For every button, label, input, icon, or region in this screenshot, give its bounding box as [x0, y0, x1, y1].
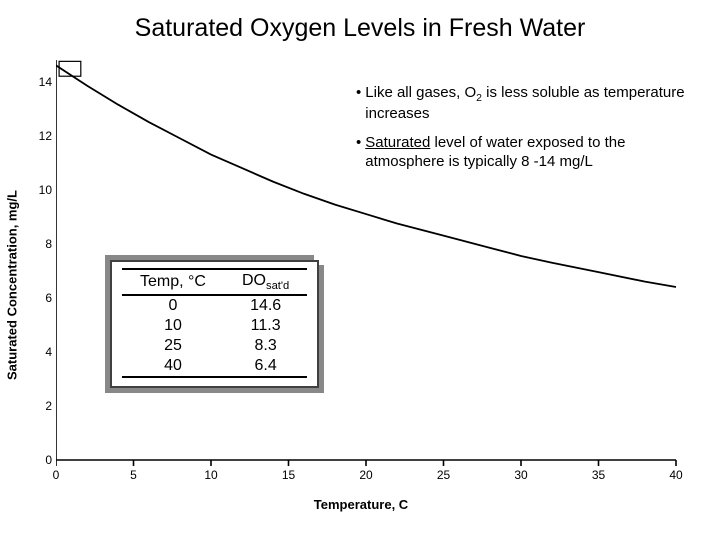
table-row: 1011.3 — [122, 316, 307, 336]
x-tick-label: 5 — [130, 468, 137, 482]
x-axis-label: Temperature, C — [314, 497, 408, 512]
cell-temp: 40 — [122, 356, 224, 377]
cell-temp: 25 — [122, 336, 224, 356]
x-tick-label: 25 — [437, 468, 450, 482]
bullet-item: •Like all gases, O2 is less soluble as t… — [356, 84, 700, 124]
x-tick-label: 40 — [669, 468, 682, 482]
y-tick-label: 10 — [39, 183, 52, 197]
table-row: 406.4 — [122, 356, 307, 377]
table-row: 258.3 — [122, 336, 307, 356]
cell-do: 6.4 — [224, 356, 307, 377]
bullet-item: •Saturated level of water exposed to the… — [356, 134, 700, 172]
col-temp-header: Temp, °C — [122, 269, 224, 295]
bullet-text: Like all gases, O2 is less soluble as te… — [365, 84, 700, 124]
data-table: Temp, °C DOsat'd 014.61011.3258.3406.4 — [110, 260, 319, 388]
bullet-text: Saturated level of water exposed to the … — [365, 134, 700, 172]
cell-temp: 10 — [122, 316, 224, 336]
bullet-dot: • — [356, 84, 361, 124]
table-body: 014.61011.3258.3406.4 — [122, 295, 307, 377]
bullet-list: •Like all gases, O2 is less soluble as t… — [356, 84, 700, 181]
cell-do: 8.3 — [224, 336, 307, 356]
page-title: Saturated Oxygen Levels in Fresh Water — [0, 14, 720, 43]
cell-do: 14.6 — [224, 295, 307, 316]
x-tick-label: 30 — [514, 468, 527, 482]
x-tick-label: 20 — [359, 468, 372, 482]
y-axis-label: Saturated Concentration, mg/L — [5, 190, 20, 380]
y-tick-label: 4 — [45, 345, 52, 359]
slide: Saturated Oxygen Levels in Fresh Water S… — [0, 0, 720, 540]
y-tick-label: 2 — [45, 399, 52, 413]
y-tick-label: 12 — [39, 129, 52, 143]
y-tick-label: 14 — [39, 75, 52, 89]
table-row: 014.6 — [122, 295, 307, 316]
y-tick-label: 8 — [45, 237, 52, 251]
bullet-dot: • — [356, 134, 361, 172]
x-tick-label: 10 — [204, 468, 217, 482]
y-tick-label: 0 — [45, 453, 52, 467]
x-tick-label: 15 — [282, 468, 295, 482]
x-tick-label: 35 — [592, 468, 605, 482]
cell-do: 11.3 — [224, 316, 307, 336]
cell-temp: 0 — [122, 295, 224, 316]
col-do-header: DOsat'd — [224, 269, 307, 295]
x-tick-label: 0 — [53, 468, 60, 482]
y-tick-label: 6 — [45, 291, 52, 305]
